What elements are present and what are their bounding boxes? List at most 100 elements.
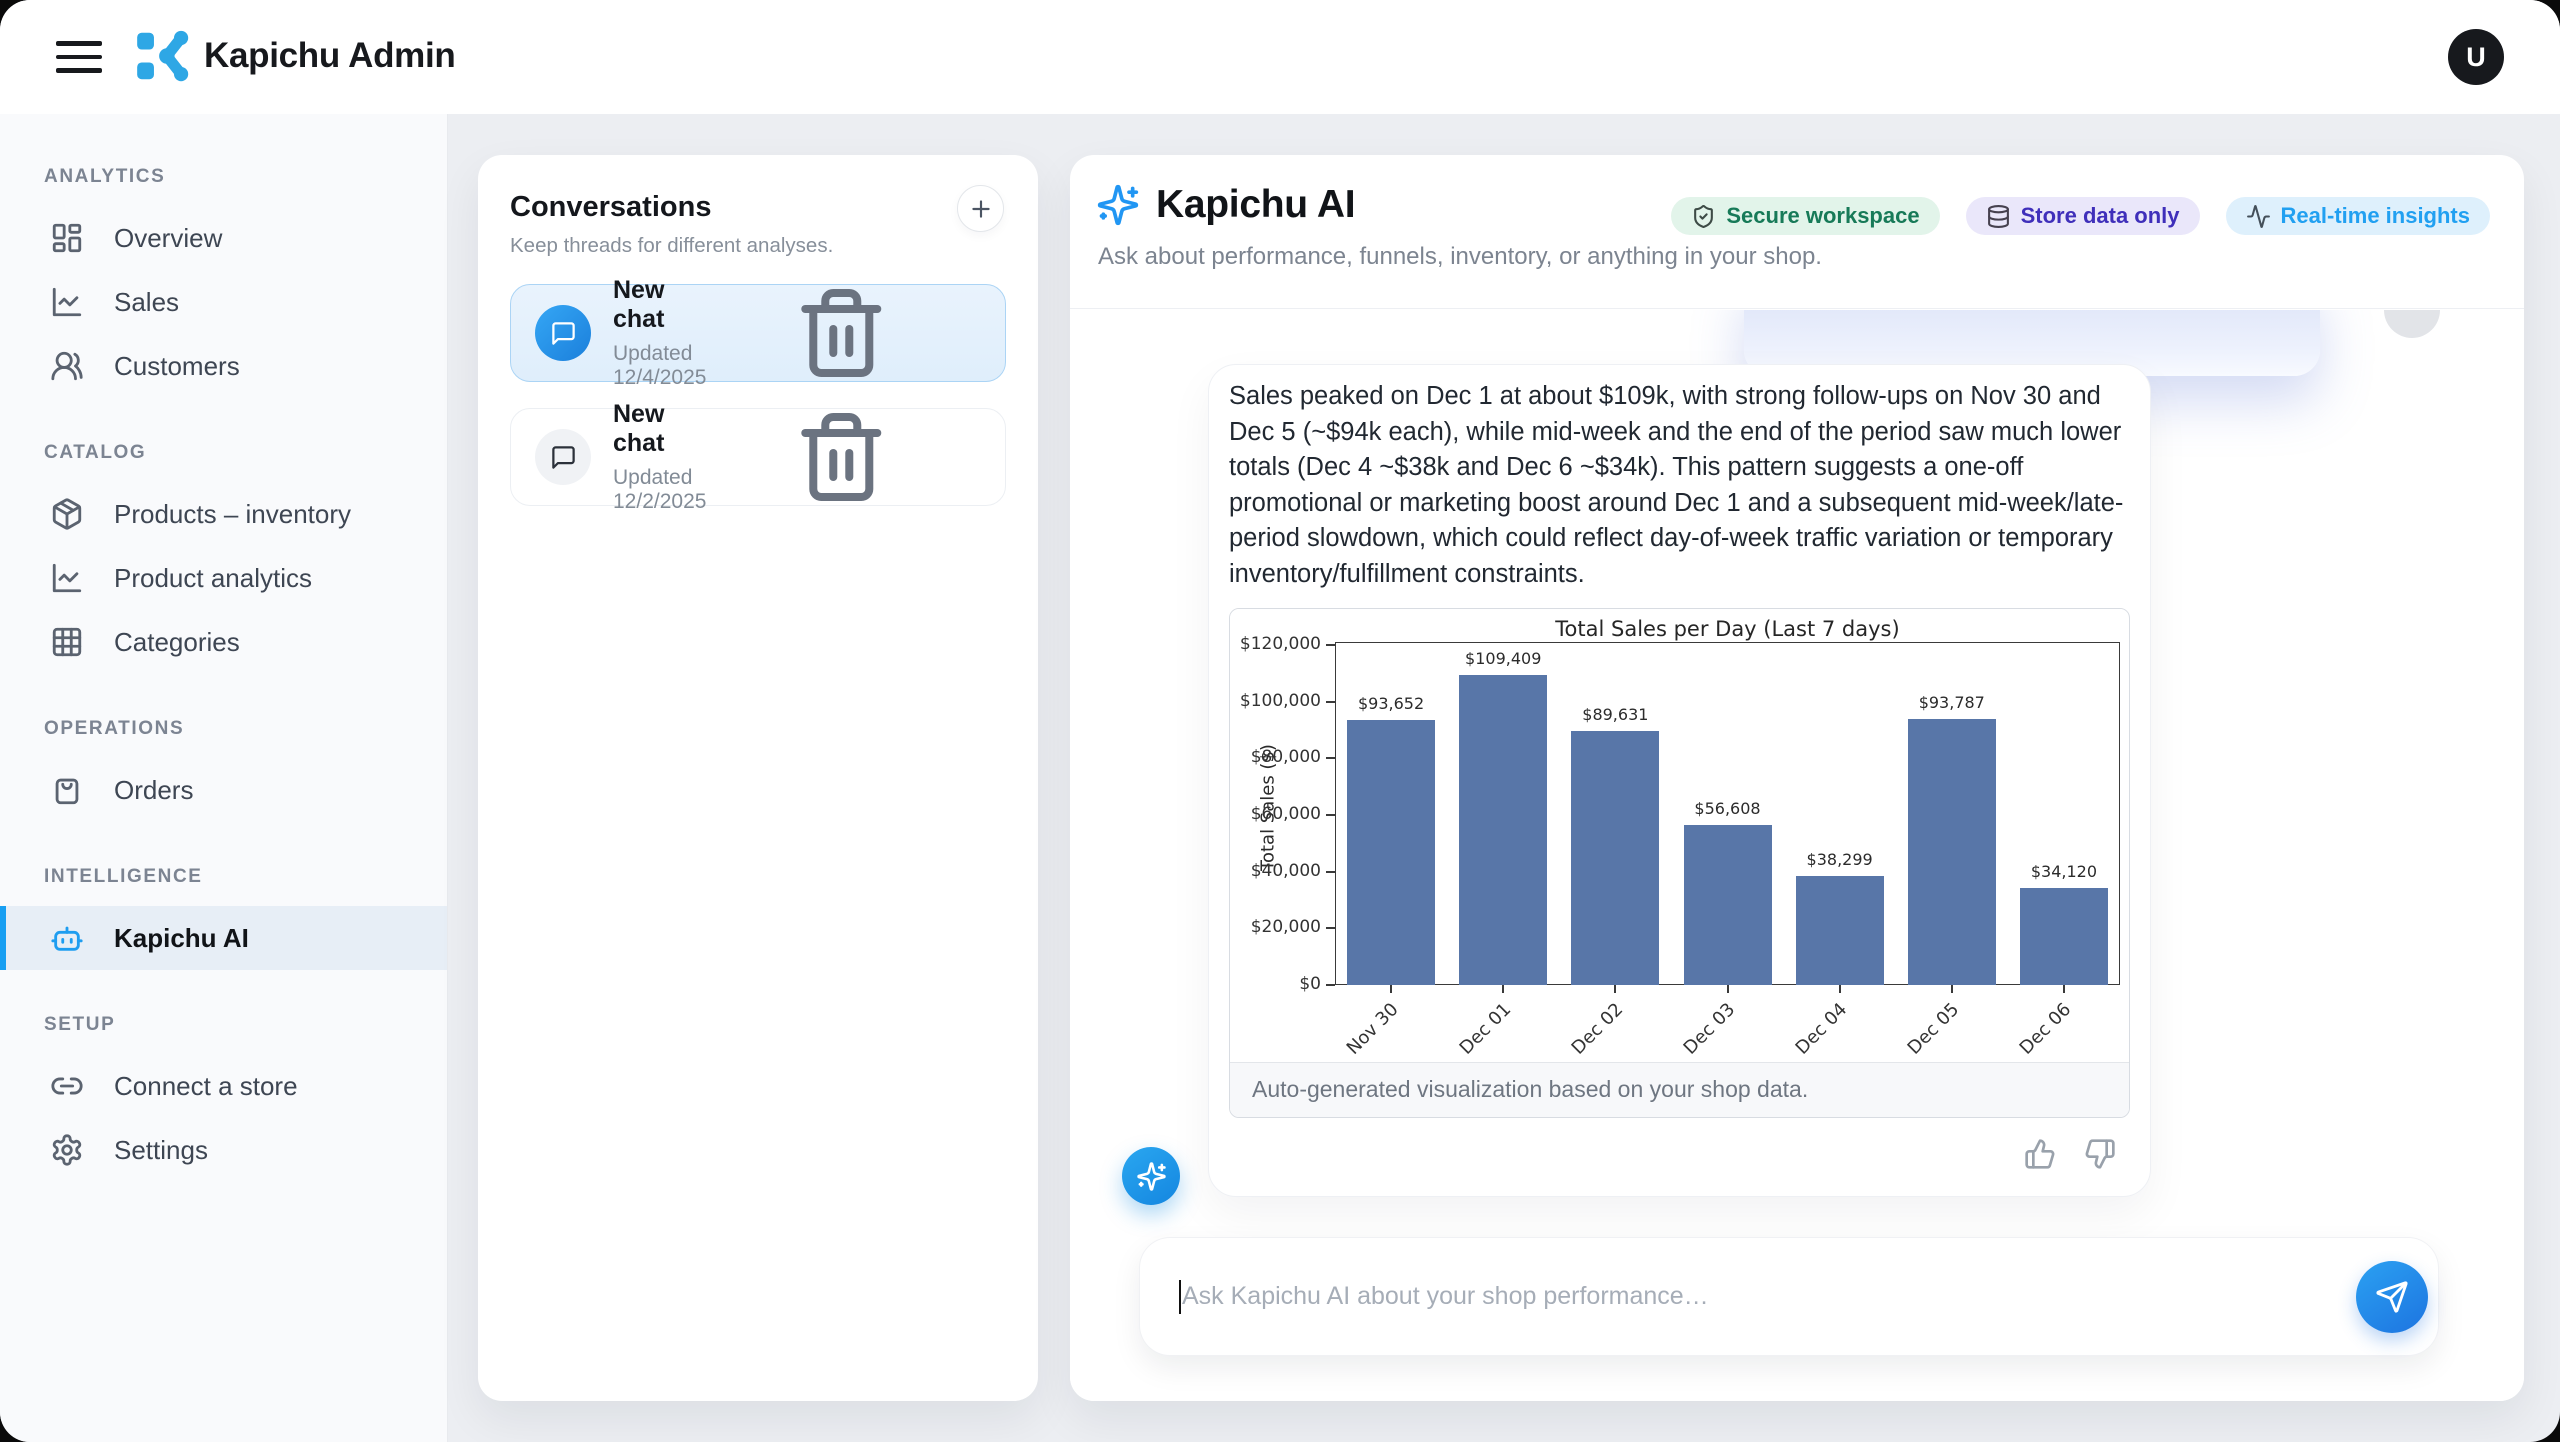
chat-input[interactable] (1182, 1238, 2091, 1355)
trash-icon[interactable] (706, 409, 977, 505)
chart-line-icon (50, 285, 84, 319)
chart-x-tick-label-text: Dec 04 (1791, 999, 1852, 1059)
chat-header: Kapichu AI Ask about performance, funnel… (1070, 155, 2524, 309)
sidebar-item-label: Connect a store (114, 1070, 298, 1101)
chart-y-tick-label: $40,000 (1250, 860, 1321, 881)
chart-y-tick-mark (1326, 927, 1335, 930)
chart-x-tick-mark (1614, 985, 1617, 993)
chat-bubble-icon (535, 305, 591, 361)
chart-y-tick-label: $120,000 (1239, 633, 1321, 654)
chart-y-tick-mark (1326, 757, 1335, 760)
chat-title: Kapichu AI (1156, 183, 1356, 226)
chat-messages-area[interactable]: Sales peaked on Dec 1 at about $109k, wi… (1070, 310, 2524, 1238)
activity-icon (2246, 204, 2270, 228)
user-avatar[interactable]: U (2448, 29, 2504, 85)
chart-bar-value-label: $38,299 (1806, 850, 1873, 870)
chat-subtitle: Ask about performance, funnels, inventor… (1098, 243, 1822, 270)
chart-y-tick-label: $0 (1299, 974, 1321, 994)
chat-panel: Kapichu AI Ask about performance, funnel… (1070, 155, 2524, 1401)
chart-bar (1459, 674, 1548, 985)
conversation-item[interactable]: New chat Updated 12/2/2025 (510, 400, 1006, 513)
chart-x-tick-mark (1838, 985, 1841, 993)
sidebar-item-label: Categories (114, 626, 240, 657)
sidebar-item-label: Kapichu AI (114, 922, 249, 953)
sidebar-item-label: Settings (114, 1134, 208, 1165)
chart-y-tick-mark (1326, 700, 1335, 703)
chart-bar-value-label: $89,631 (1582, 704, 1649, 724)
chart-y-tick-mark (1326, 813, 1335, 816)
sidebar-item-settings[interactable]: Settings (0, 1118, 447, 1182)
kapichu-logo-icon (137, 30, 189, 82)
sidebar-item-sales[interactable]: Sales (0, 270, 447, 334)
sidebar-item-label: Overview (114, 222, 223, 253)
chart-y-tick-mark (1326, 870, 1335, 873)
sidebar-item-orders[interactable]: Orders (0, 758, 447, 822)
badge-realtime-insights: Real-time insights (2225, 197, 2490, 235)
section-label-operations: OPERATIONS (44, 718, 185, 739)
chart-y-tick-mark (1326, 643, 1335, 646)
sidebar-item-customers[interactable]: Customers (0, 334, 447, 398)
chart-y-tick-mark (1326, 984, 1335, 986)
chart-x-tick-mark (1726, 985, 1729, 993)
conversations-panel: Conversations Keep threads for different… (478, 155, 1038, 1401)
database-icon (1987, 204, 2009, 228)
conversation-updated: Updated 12/2/2025 (613, 466, 707, 513)
bot-icon (50, 921, 84, 955)
new-conversation-button[interactable] (957, 185, 1004, 232)
user-message-avatar-partial (2384, 310, 2440, 338)
conversations-subtitle: Keep threads for different analyses. (510, 234, 834, 257)
chart-bar (1683, 824, 1772, 985)
conversation-item[interactable]: New chat Updated 12/4/2025 (510, 276, 1006, 389)
chart-x-tick-mark (1390, 985, 1393, 993)
sidebar-item-overview[interactable]: Overview (0, 206, 447, 270)
badge-store-data-only: Store data only (1965, 197, 2200, 235)
chart-bar (1795, 876, 1884, 985)
chart-bar-value-label: $109,409 (1465, 648, 1542, 668)
thumbs-up-icon[interactable] (2024, 1138, 2056, 1170)
chat-input-pill[interactable] (1140, 1238, 2438, 1355)
section-label-analytics: ANALYTICS (44, 166, 166, 187)
assistant-avatar (1122, 1147, 1180, 1205)
hamburger-menu-icon[interactable] (56, 34, 102, 80)
sales-bar-chart: Total Sales per Day (Last 7 days) Total … (1230, 609, 2128, 1062)
top-bar: Kapichu Admin U (0, 0, 2560, 114)
chart-x-tick-label-text: Dec 01 (1455, 999, 1516, 1059)
sidebar-item-products-inventory[interactable]: Products – inventory (0, 482, 447, 546)
conversation-updated: Updated 12/4/2025 (613, 342, 707, 389)
sidebar-item-product-analytics[interactable]: Product analytics (0, 546, 447, 610)
conversation-title: New chat (613, 276, 665, 333)
sidebar-item-label: Product analytics (114, 562, 312, 593)
sparkles-icon (1136, 1161, 1166, 1191)
chart-y-tick-label: $80,000 (1250, 747, 1321, 768)
sidebar-item-label: Customers (114, 350, 240, 381)
chart-bar-value-label: $56,608 (1694, 798, 1761, 818)
trash-icon[interactable] (706, 285, 977, 381)
assistant-message-text: Sales peaked on Dec 1 at about $109k, wi… (1229, 382, 2124, 588)
chart-x-tick-label-text: Dec 03 (1679, 999, 1740, 1059)
thumbs-down-icon[interactable] (2084, 1138, 2116, 1170)
chart-bar (1571, 730, 1660, 985)
chart-bar-value-label: $93,787 (1918, 693, 1985, 713)
section-label-intelligence: INTELLIGENCE (44, 866, 203, 887)
link-icon (50, 1069, 84, 1103)
chart-bar-value-label: $34,120 (2030, 862, 2098, 882)
chat-input-zone (1070, 1238, 2524, 1401)
sidebar-item-categories[interactable]: Categories (0, 610, 447, 674)
chat-bubble-icon (535, 429, 591, 485)
users-icon (50, 349, 84, 383)
sidebar-item-label: Sales (114, 286, 180, 317)
chart-bar (2019, 888, 2108, 985)
sidebar-item-connect-a-store[interactable]: Connect a store (0, 1054, 447, 1118)
app-title: Kapichu Admin (204, 36, 456, 75)
send-icon (2376, 1280, 2408, 1313)
plus-icon (971, 199, 990, 218)
sparkles-icon (1097, 184, 1139, 226)
chart-card: Total Sales per Day (Last 7 days) Total … (1229, 608, 2130, 1118)
chart-x-tick-label-text: Nov 30 (1342, 999, 1403, 1059)
send-button[interactable] (2356, 1260, 2428, 1333)
assistant-message-bubble: Sales peaked on Dec 1 at about $109k, wi… (1208, 364, 2151, 1197)
sidebar-item-kapichu-ai[interactable]: Kapichu AI (0, 906, 447, 970)
chart-y-tick-label: $20,000 (1250, 917, 1321, 938)
section-label-catalog: CATALOG (44, 442, 147, 463)
